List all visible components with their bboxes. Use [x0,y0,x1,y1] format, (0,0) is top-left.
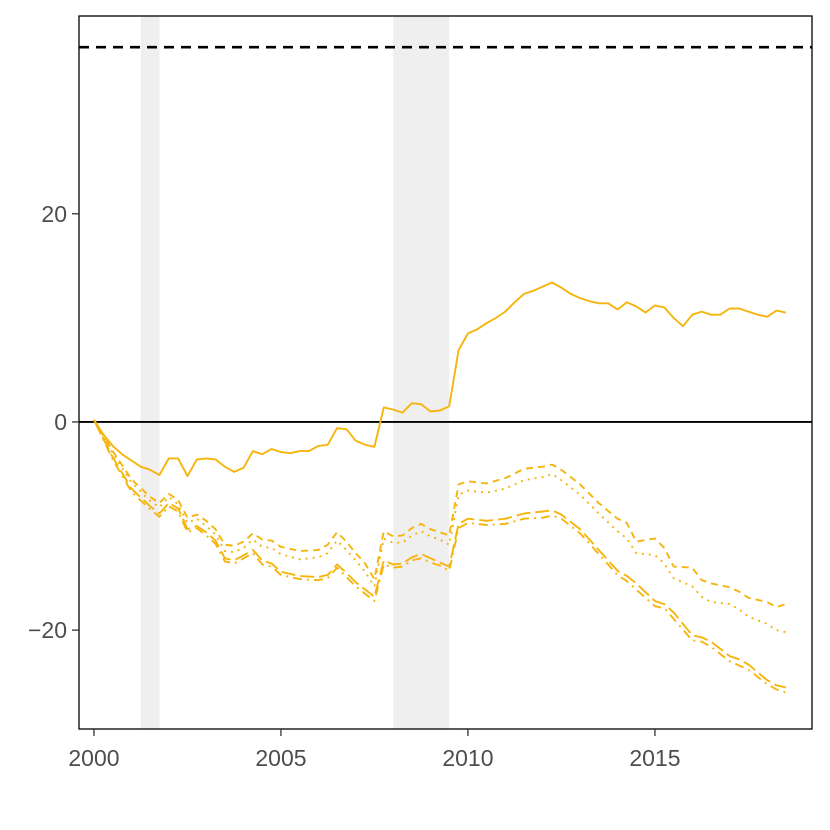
x-axis: 2000 2005 2010 2015 [68,729,681,771]
x-tick-label-2000: 2000 [68,745,119,771]
series-group [93,281,787,694]
recession-shading-group [140,16,450,729]
y-axis: −20 0 20 [28,201,79,643]
series-line-dashed [93,419,787,609]
x-tick-label-2010: 2010 [442,745,493,771]
reference-lines-group [79,45,812,423]
series-line-dotdash [93,419,787,694]
x-tick-label-2005: 2005 [255,745,306,771]
y-tick-label-0: 0 [54,409,67,435]
recession-band-2 [393,16,450,729]
series-line-longdash [93,419,787,689]
series-line-solid [93,281,786,478]
recession-band-1 [140,16,160,729]
x-tick-label-2015: 2015 [629,745,680,771]
y-tick-label-20: 20 [41,201,67,227]
y-tick-label--20: −20 [28,617,67,643]
plot-panel-border [78,15,813,730]
